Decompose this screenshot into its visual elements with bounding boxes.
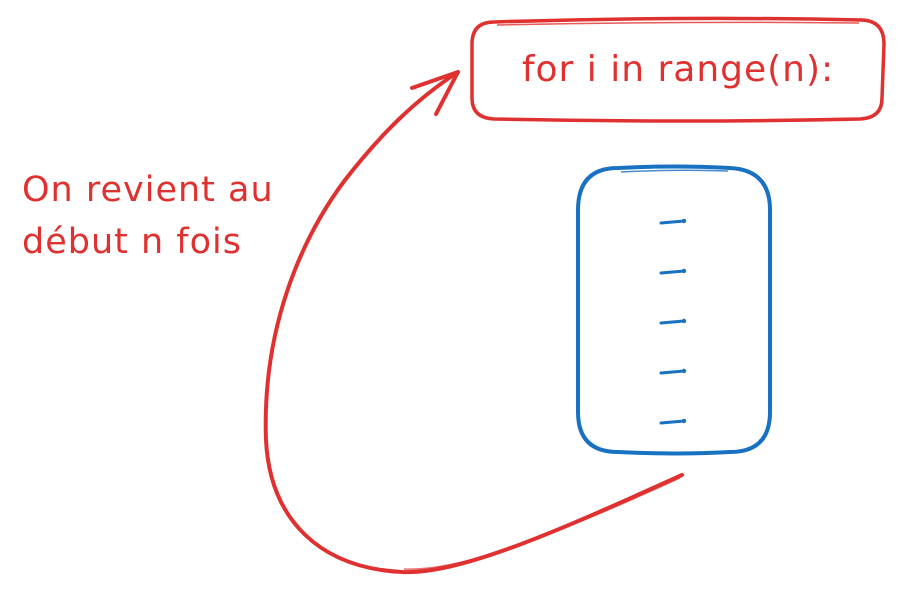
loop-back-arrow [263,70,684,575]
loop-body-line [659,319,686,325]
loop-body-sketch-line [620,169,729,173]
loop-body-line-end [681,418,687,424]
header-box-sketch-line [496,21,860,26]
loop-body-outline [576,164,772,456]
loop-body-line-end [681,368,687,374]
annotation-line-2: début n fois [22,222,243,262]
arrowhead-icon [410,70,460,116]
annotation-line-1: On revient au [22,170,274,210]
loop-body-line [659,419,686,425]
loop-body-line [659,369,686,375]
loop-body-line-end [681,218,687,224]
loop-body-line-end [681,318,687,324]
loop-back-arrow-sketch [403,477,681,570]
header-code-text: for i in range(n): [521,48,835,90]
loop-body-line [659,219,686,225]
header-box-outline [470,16,886,123]
loop-body-line-end [681,268,687,274]
loop-body-line [659,269,686,275]
loop-body-block [576,164,772,456]
header-box [470,16,886,123]
loop-body-lines [659,218,687,425]
loop-back-arrow-curve [263,70,684,575]
